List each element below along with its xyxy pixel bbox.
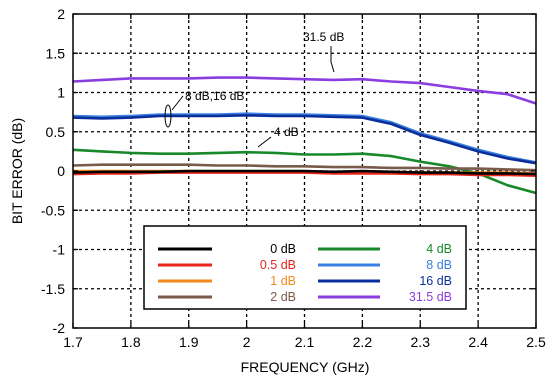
y-axis-title: BIT ERROR (dB) [9, 118, 25, 224]
x-tick-label: 2.1 [295, 334, 315, 350]
legend-label-0-5-db: 0.5 dB [260, 258, 296, 272]
legend-label-31-5-db: 31.5 dB [409, 290, 452, 304]
series-line-31-5-db [72, 76, 537, 105]
annotations: 31.5 dB 8 dB,16 dB 4 dB [164, 30, 344, 148]
y-tick-label: 2 [57, 6, 65, 22]
x-axis-title: FREQUENCY (GHz) [241, 359, 370, 375]
series-line-16-db [72, 114, 537, 165]
y-tick-label: -1.5 [41, 281, 65, 297]
legend-label-1-db: 1 dB [270, 274, 296, 288]
y-tick-label: 0 [57, 163, 65, 179]
axis-ticks [72, 13, 537, 329]
x-tick-label: 2.3 [411, 334, 431, 350]
series-line-8-db [72, 112, 537, 164]
x-tick-label: 1.8 [121, 334, 141, 350]
annotation-8-16-db-leader [171, 95, 184, 111]
legend-items: 0 dB 0.5 dB 1 dB 2 dB 4 dB 8 dB 16 dB 31.5 dB [158, 242, 452, 304]
y-tick-label: -2 [53, 320, 66, 336]
legend-label-8-db: 8 dB [426, 258, 452, 272]
series-line-2-db [72, 163, 537, 172]
x-tick-label: 2 [243, 334, 251, 350]
x-tick-label: 2.5 [526, 334, 546, 350]
annotation-31-5-db: 31.5 dB [303, 30, 344, 44]
y-tick-label: -1 [53, 242, 66, 258]
x-tick-label: 1.7 [63, 334, 83, 350]
y-tick-label: 1 [57, 85, 65, 101]
legend-label-4-db: 4 dB [426, 242, 452, 256]
legend: 0 dB 0.5 dB 1 dB 2 dB 4 dB 8 dB 16 dB 31.5 dB [143, 225, 467, 310]
series-lines [72, 76, 537, 195]
tick-labels: 1.7 1.8 1.9 2 2.1 2.2 2.3 2.4 2.5 2 1.5 1 0.5 0 -0.5 -1… [41, 6, 546, 350]
y-tick-label: 0.5 [46, 124, 66, 140]
annotation-31-5-db-leader [330, 46, 335, 73]
legend-box [143, 225, 467, 310]
legend-label-0-db: 0 dB [270, 242, 296, 256]
legend-label-16-db: 16 dB [419, 274, 452, 288]
legend-label-2-db: 2 dB [270, 290, 296, 304]
y-tick-label: -0.5 [41, 202, 65, 218]
x-tick-label: 2.2 [353, 334, 373, 350]
x-tick-label: 2.4 [468, 334, 488, 350]
annotation-4-db-leader [257, 136, 272, 148]
x-tick-label: 1.9 [179, 334, 199, 350]
y-tick-label: 1.5 [46, 45, 66, 61]
annotation-4-db: 4 dB [274, 125, 299, 139]
annotation-8-16-db: 8 dB,16 dB [185, 89, 244, 103]
annotation-8-16-db-ring [164, 104, 172, 128]
series-line-0-db [72, 169, 537, 176]
